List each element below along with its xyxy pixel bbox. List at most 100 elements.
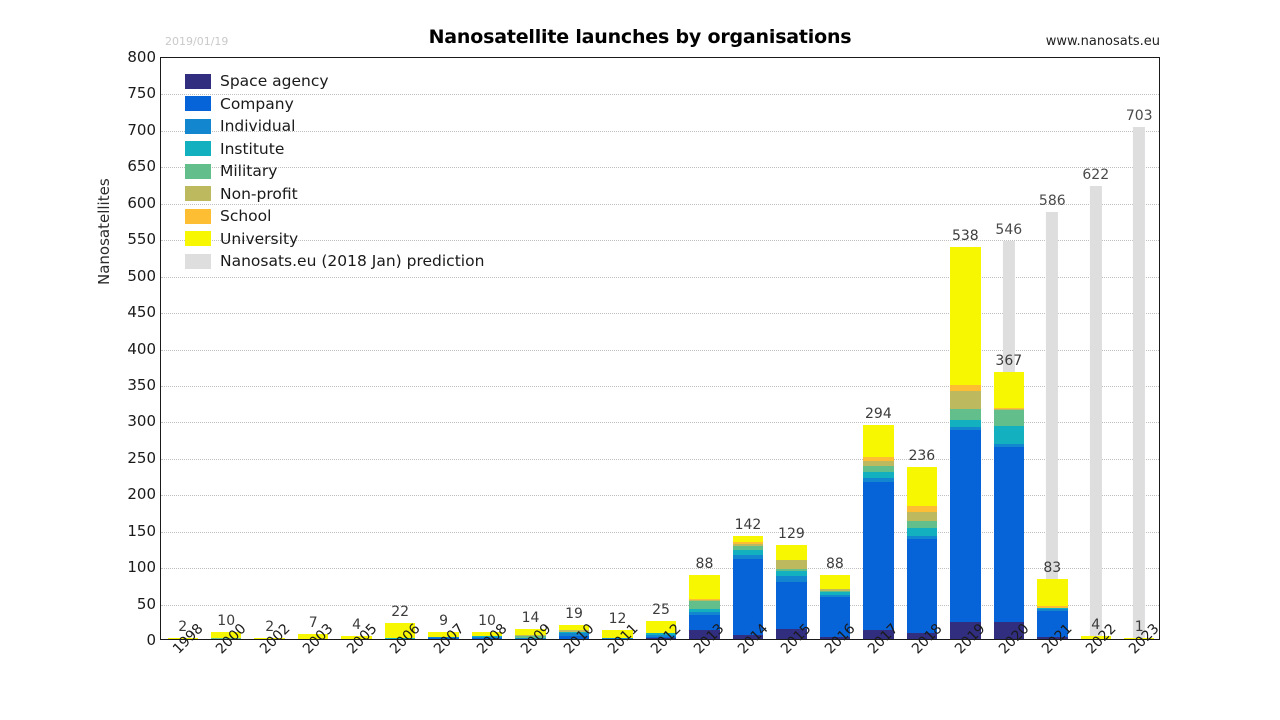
bar-segment[interactable]	[1037, 609, 1068, 611]
stacked-bar[interactable]	[819, 574, 851, 639]
bar-segment[interactable]	[732, 555, 764, 559]
bar-segment[interactable]	[819, 596, 851, 637]
bar-segment[interactable]	[776, 545, 807, 560]
stacked-bar[interactable]	[1080, 636, 1111, 639]
bar-group[interactable]: 129	[776, 58, 807, 639]
legend-item[interactable]: School	[185, 205, 484, 228]
bar-segment[interactable]	[906, 535, 938, 540]
bar-segment[interactable]	[950, 426, 981, 430]
bar-segment[interactable]	[863, 424, 894, 457]
bar-segment[interactable]	[602, 638, 633, 639]
bar-segment[interactable]	[732, 550, 764, 556]
bar-segment[interactable]	[819, 574, 851, 589]
bar-segment[interactable]	[819, 590, 851, 593]
bar-segment[interactable]	[776, 571, 807, 577]
bar-segment[interactable]	[776, 569, 807, 572]
bar-segment[interactable]	[515, 636, 546, 638]
bar-segment[interactable]	[471, 636, 503, 637]
bar-segment[interactable]	[1037, 606, 1068, 608]
bar-group[interactable]: 19	[558, 58, 590, 639]
bar-group[interactable]: 14	[515, 58, 546, 639]
bar-segment[interactable]	[689, 601, 720, 610]
bar-segment[interactable]	[428, 632, 459, 637]
bar-segment[interactable]	[558, 631, 590, 634]
bar-segment[interactable]	[906, 520, 938, 529]
stacked-bar[interactable]	[167, 637, 198, 639]
stacked-bar[interactable]	[1037, 578, 1068, 639]
stacked-bar[interactable]	[906, 467, 938, 639]
bar-segment[interactable]	[906, 528, 938, 536]
bar-segment[interactable]	[993, 426, 1025, 444]
bar-segment[interactable]	[776, 582, 807, 629]
bar-segment[interactable]	[906, 505, 938, 512]
bar-segment[interactable]	[558, 625, 590, 631]
bar-segment[interactable]	[689, 574, 720, 599]
legend-item[interactable]: Military	[185, 160, 484, 183]
bar-group[interactable]: 586 83	[1037, 58, 1068, 639]
legend-item[interactable]: Nanosats.eu (2018 Jan) prediction	[185, 250, 484, 273]
bar-segment[interactable]	[906, 633, 938, 639]
bar-segment[interactable]	[602, 630, 633, 638]
stacked-bar[interactable]	[993, 371, 1025, 639]
bar-segment[interactable]	[950, 429, 981, 622]
stacked-bar[interactable]	[297, 633, 329, 639]
bar-segment[interactable]	[819, 589, 851, 591]
stacked-bar[interactable]	[384, 622, 416, 639]
bar-segment[interactable]	[689, 612, 720, 615]
bar-segment[interactable]	[428, 638, 459, 639]
stacked-bar[interactable]	[863, 424, 894, 639]
bar-segment[interactable]	[645, 633, 677, 636]
bar-group[interactable]: 546 367	[993, 58, 1025, 639]
bar-segment[interactable]	[993, 446, 1025, 622]
bar-group[interactable]: 88	[689, 58, 720, 639]
bar-segment[interactable]	[515, 635, 546, 637]
stacked-bar[interactable]	[950, 247, 981, 639]
bar-segment[interactable]	[384, 622, 416, 639]
bar-group[interactable]: 7	[297, 58, 329, 639]
stacked-bar[interactable]	[211, 631, 242, 639]
bar-group[interactable]: 22	[384, 58, 416, 639]
bar-segment[interactable]	[1124, 638, 1155, 639]
legend-item[interactable]: Non-profit	[185, 183, 484, 206]
stacked-bar[interactable]	[341, 636, 372, 639]
bar-segment[interactable]	[993, 408, 1025, 410]
bar-segment[interactable]	[906, 467, 938, 506]
bar-segment[interactable]	[558, 636, 590, 639]
bar-segment[interactable]	[211, 631, 242, 638]
bar-group[interactable]: 431538	[950, 58, 981, 639]
bar-segment[interactable]	[863, 456, 894, 462]
bar-segment[interactable]	[776, 560, 807, 570]
bar-group[interactable]: 622 4	[1080, 58, 1111, 639]
bar-segment[interactable]	[950, 385, 981, 391]
stacked-bar[interactable]	[602, 630, 633, 639]
bar-segment[interactable]	[732, 535, 764, 543]
legend-item[interactable]: Individual	[185, 115, 484, 138]
stacked-bar[interactable]	[428, 632, 459, 639]
bar-segment[interactable]	[515, 638, 546, 639]
bar-segment[interactable]	[950, 621, 981, 639]
bar-segment[interactable]	[863, 630, 894, 639]
bar-segment[interactable]	[819, 636, 851, 639]
bar-segment[interactable]	[776, 559, 807, 561]
bar-segment[interactable]	[950, 247, 981, 386]
bar-segment[interactable]	[819, 592, 851, 596]
bar-segment[interactable]	[602, 637, 633, 639]
prediction-bar[interactable]	[1089, 185, 1102, 639]
bar-segment[interactable]	[428, 636, 459, 639]
bar-group[interactable]: 9	[428, 58, 459, 639]
bar-segment[interactable]	[515, 628, 546, 636]
stacked-bar[interactable]	[558, 625, 590, 639]
bar-segment[interactable]	[776, 628, 807, 639]
legend-item[interactable]: University	[185, 228, 484, 251]
bar-segment[interactable]	[1037, 636, 1068, 639]
stacked-bar[interactable]	[689, 574, 720, 639]
bar-group[interactable]: 88	[819, 58, 851, 639]
bar-group[interactable]: 12	[602, 58, 633, 639]
bar-segment[interactable]	[1037, 610, 1068, 637]
bar-segment[interactable]	[297, 633, 329, 639]
bar-group[interactable]: 4	[341, 58, 372, 639]
bar-segment[interactable]	[341, 636, 372, 639]
bar-segment[interactable]	[819, 595, 851, 597]
legend-item[interactable]: Company	[185, 93, 484, 116]
bar-segment[interactable]	[558, 630, 590, 632]
